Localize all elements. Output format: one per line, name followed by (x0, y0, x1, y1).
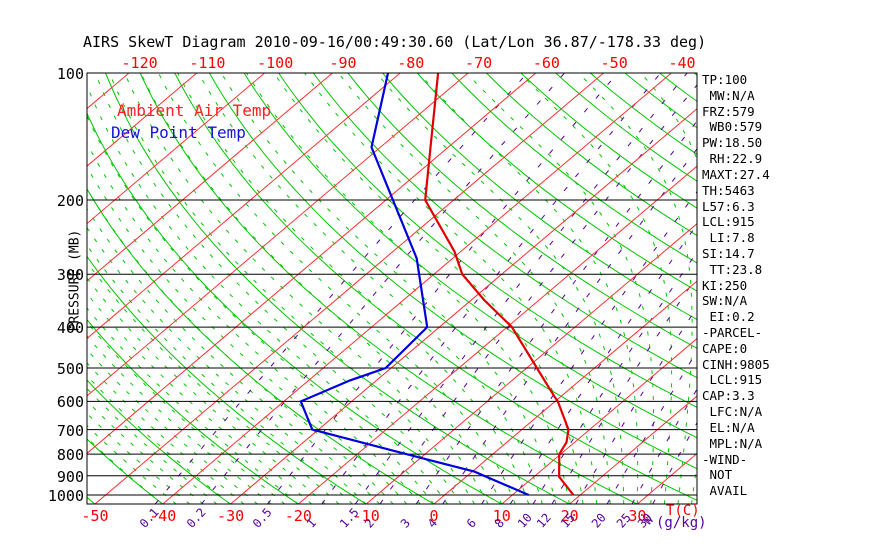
top-temp-tick-label: -50 (600, 54, 628, 72)
pressure-tick-label: 100 (56, 65, 84, 83)
parameter-line: MPL:N/A (702, 435, 763, 451)
pressure-tick-label: 800 (56, 446, 84, 465)
top-temp-tick-label: -70 (465, 54, 493, 72)
parameter-line: L57:6.3 (702, 198, 755, 214)
parameter-line: LI:7.8 (702, 230, 755, 246)
parameter-line: EI:0.2 (702, 309, 755, 325)
pressure-tick-label: 700 (56, 421, 84, 440)
parameter-line: SI:14.7 (702, 245, 755, 261)
bottom-temp-tick-label: -20 (284, 507, 312, 525)
pressure-tick-label: 1000 (47, 487, 84, 505)
legend-ambient-air-temp-label: Ambient Air Temp (117, 101, 272, 120)
parameter-line: NOT (702, 467, 733, 483)
top-temp-tick-label: -110 (189, 54, 226, 72)
parameter-line: SW:N/A (702, 293, 748, 309)
top-temp-tick-label: -120 (121, 54, 158, 72)
parameter-line: AVAIL (702, 483, 748, 499)
bottom-temp-tick-label: 0 (429, 507, 439, 525)
pressure-tick-label: 200 (56, 192, 84, 211)
top-temp-tick-label: -40 (668, 54, 696, 72)
pressure-gridlines (87, 199, 697, 496)
bottom-temp-tick-label: -10 (352, 507, 380, 525)
pressure-tick-label: 900 (56, 467, 84, 486)
parameter-line: CAP:3.3 (702, 388, 755, 404)
top-temp-tick-label: -80 (397, 54, 425, 72)
mixing-ratio-unit-label: (g/kg) (656, 515, 707, 531)
pressure-tick-label: 500 (56, 359, 84, 378)
parameter-line: MW:N/A (702, 87, 755, 103)
top-temp-tick-label: -100 (257, 54, 294, 72)
parameter-line: LFC:N/A (702, 404, 763, 420)
bottom-temp-tick-label: -50 (81, 507, 109, 525)
parameter-panel: TP:100 MW:N/A FRZ:579 WB0:579 PW:18.50 RH:… (702, 72, 770, 499)
bottom-temp-tick-label: 20 (560, 507, 579, 525)
bottom-temp-tick-label: 30 (628, 507, 647, 525)
temp-axis-unit-label: T(C) (666, 503, 700, 519)
parameter-line: TT:23.8 (702, 261, 763, 277)
moist-adiabat-gridlines (87, 73, 697, 504)
temperature-profile-line (424, 73, 575, 496)
bottom-temp-tick-label: 10 (492, 507, 511, 525)
parameter-line: -WIND- (702, 451, 748, 467)
top-temp-tick-label: -90 (329, 54, 357, 72)
parameter-line: -PARCEL- (702, 325, 763, 340)
parameter-line: CAPE:0 (702, 340, 748, 356)
parameter-line: PW:18.50 (702, 135, 763, 151)
parameter-line: LCL:915 (702, 214, 755, 230)
chart-title: AIRS SkewT Diagram 2010-09-16/00:49:30.6… (83, 33, 707, 51)
bottom-temp-tick-label: -30 (217, 507, 245, 525)
legend-dew-point-temp-label: Dew Point Temp (111, 123, 246, 142)
parameter-line: FRZ:579 (702, 103, 755, 119)
parameter-line: MAXT:27.4 (702, 166, 770, 182)
bottom-temp-tick-label: -40 (149, 507, 177, 525)
parameter-line: CINH:9805 (702, 356, 770, 372)
pressure-tick-label: 600 (56, 393, 84, 412)
dewpoint-profile-line (299, 73, 530, 497)
parameter-line: LCL:915 (702, 372, 763, 388)
parameter-line: WB0:579 (702, 119, 763, 135)
parameter-line: KI:250 (702, 277, 748, 293)
pressure-tick-label: 300 (56, 266, 84, 285)
isotherm-gridlines (87, 73, 697, 504)
plot-border (86, 72, 698, 505)
parameter-line: EL:N/A (702, 419, 755, 435)
pressure-tick-label: 400 (56, 319, 84, 338)
parameter-line: TH:5463 (702, 182, 755, 198)
parameter-line: RH:22.9 (702, 151, 763, 167)
parameter-line: TP:100 (702, 72, 748, 87)
top-temp-tick-label: -60 (532, 54, 560, 72)
